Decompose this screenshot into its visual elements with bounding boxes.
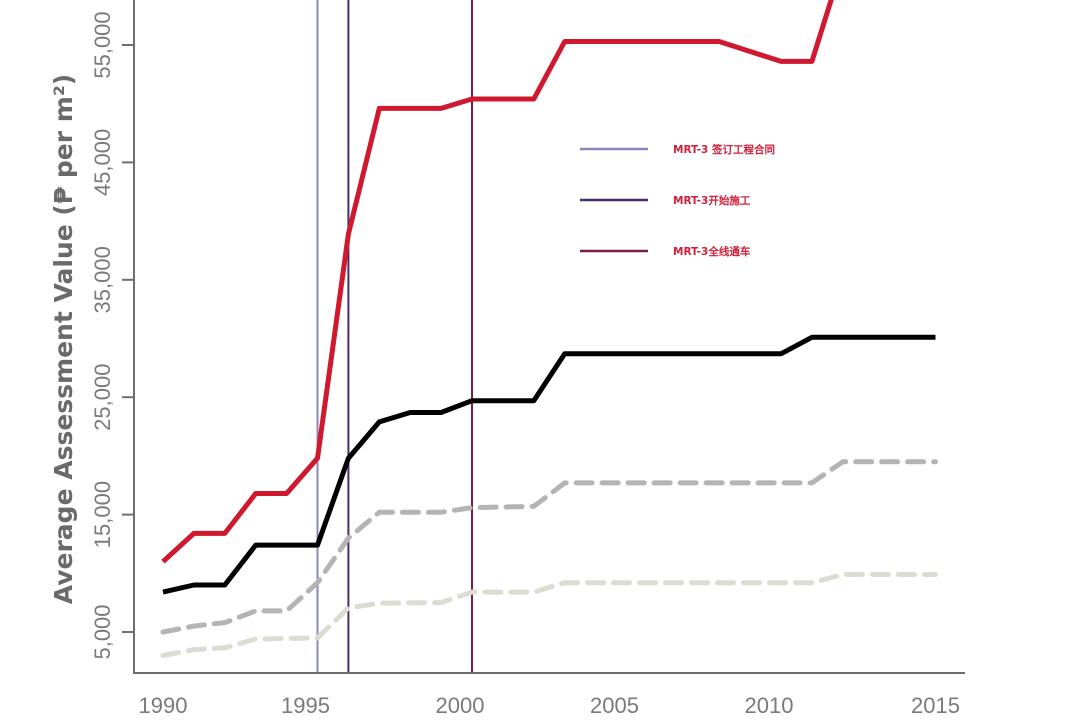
y-tick-label: 15,000 [90,481,115,548]
y-tick-label: 25,000 [90,364,115,431]
y-tick-label: 35,000 [90,246,115,313]
x-tick-label: 1990 [139,693,188,718]
x-tick-label: 2015 [911,693,960,718]
x-ticks: 1990 1995 2000 2005 2010 2015 [139,693,960,718]
red-series-line [161,0,834,564]
event-lines [316,0,473,673]
black-series-line [162,334,936,595]
axes [133,0,965,674]
y-tick-label: 55,000 [90,11,115,78]
x-tick-label: 2005 [590,693,639,718]
y-axis-label: Average Assessment Value (₱ per m²) [49,74,78,604]
x-tick-label: 2010 [745,693,794,718]
series-group [160,0,938,658]
legend: MRT-3 签订工程合同 MRT-3开始施工 MRT-3全线通车 [580,143,775,258]
y-tick-label: 5,000 [90,604,115,659]
y-ticks: 5,000 15,000 25,000 35,000 45,000 55,000 [90,11,134,660]
legend-label: MRT-3 签订工程合同 [673,143,775,156]
x-tick-label: 1995 [281,693,330,718]
light-dashed-series-line [160,572,938,658]
y-tick-label: 45,000 [90,129,115,196]
legend-label: MRT-3全线通车 [673,245,751,258]
x-tick-label: 2000 [436,693,485,718]
legend-label: MRT-3开始施工 [673,194,751,207]
